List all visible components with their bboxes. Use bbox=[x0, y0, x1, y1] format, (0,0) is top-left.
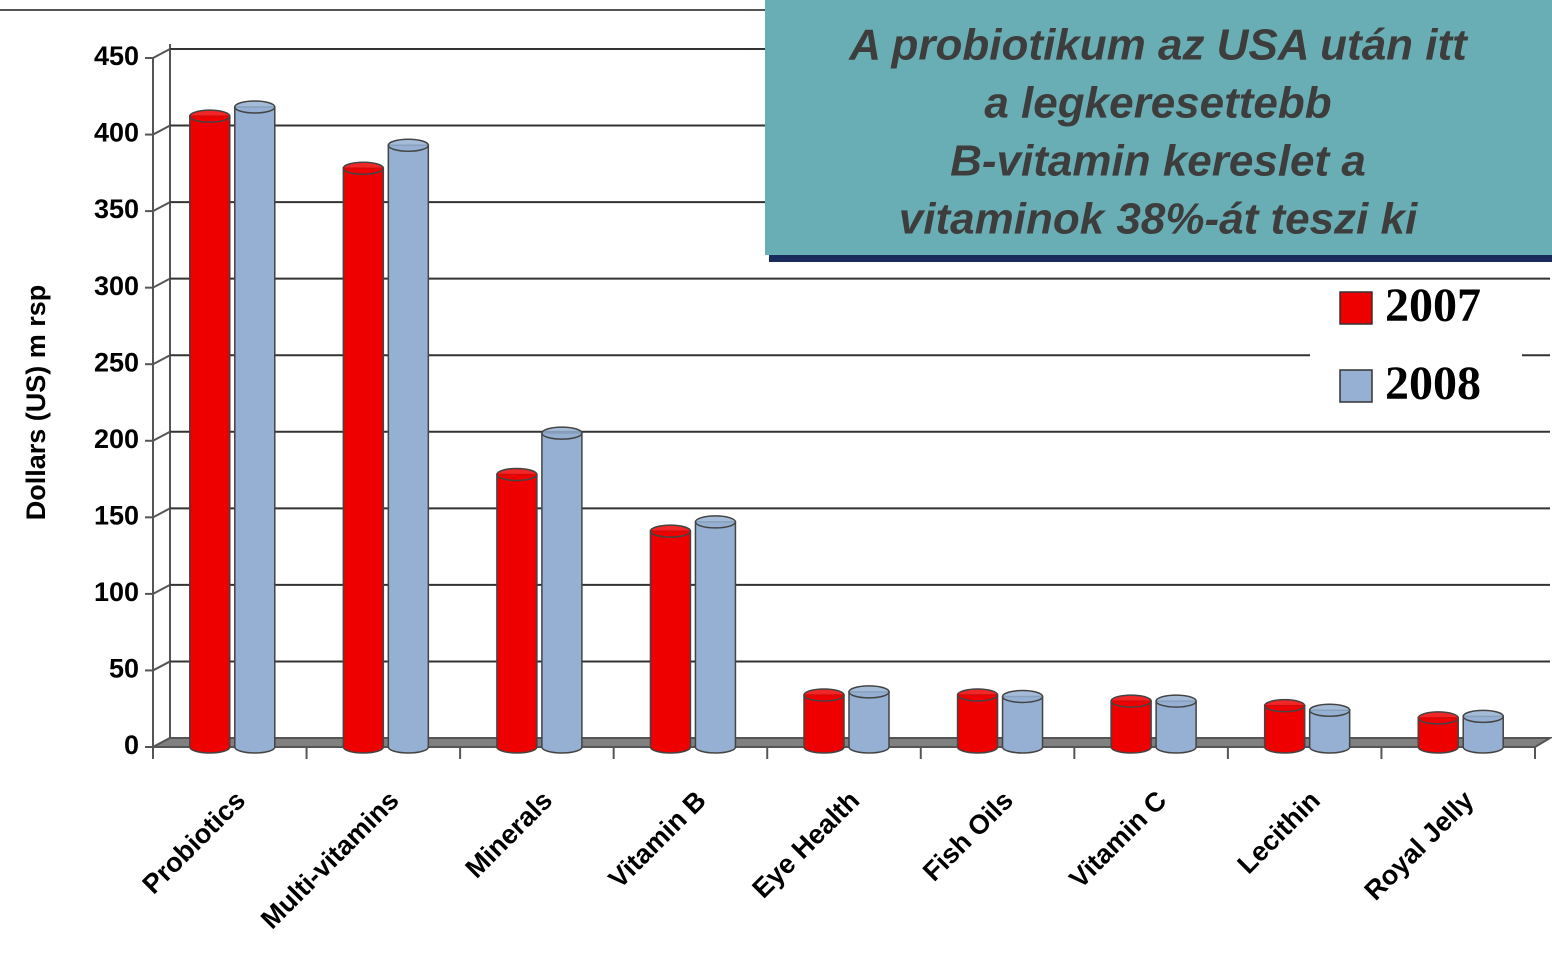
y-tick-diag bbox=[152, 507, 171, 519]
y-tick-label: 200 bbox=[94, 424, 139, 454]
bar-part bbox=[342, 161, 385, 175]
x-tick-label: Lecithin bbox=[1232, 785, 1326, 879]
bar-part bbox=[1417, 711, 1459, 725]
bar-part bbox=[848, 691, 890, 754]
bar-part bbox=[1308, 709, 1351, 754]
bar-part bbox=[1308, 703, 1351, 718]
y-tick-label: 400 bbox=[94, 118, 139, 148]
bar-part bbox=[387, 144, 430, 754]
y-tick-label: 50 bbox=[109, 654, 139, 684]
bar-part bbox=[1155, 694, 1197, 708]
bar bbox=[1110, 694, 1152, 754]
legend-swatch bbox=[1339, 369, 1373, 403]
y-tick-diag bbox=[152, 660, 171, 672]
y-tick-diag bbox=[152, 354, 171, 366]
annotation-box bbox=[765, 0, 1552, 255]
annotation-line: B-vitamin kereslet a bbox=[950, 137, 1366, 186]
y-tick-diag bbox=[152, 124, 171, 136]
bar-part bbox=[1001, 689, 1044, 704]
bar-part bbox=[694, 515, 737, 529]
bar bbox=[1001, 689, 1044, 754]
y-tick-diag bbox=[152, 584, 171, 595]
annotation-line: vitaminok 38%-át teszi ki bbox=[899, 195, 1418, 244]
bar-part bbox=[189, 109, 231, 123]
bar bbox=[1462, 709, 1504, 754]
y-tick-label: 250 bbox=[94, 347, 139, 377]
y-tick-diag bbox=[152, 201, 171, 212]
bar-part bbox=[541, 426, 583, 440]
bar bbox=[234, 100, 276, 754]
bar-part bbox=[649, 524, 692, 538]
bar-part bbox=[496, 473, 538, 754]
bar-part bbox=[1110, 700, 1152, 754]
x-tick-label: Vitamin C bbox=[1063, 785, 1172, 894]
y-tick-label: 100 bbox=[94, 577, 139, 607]
bar bbox=[848, 685, 890, 754]
legend-swatch bbox=[1339, 291, 1373, 325]
y-tick-diag bbox=[152, 430, 171, 442]
bar-part bbox=[956, 688, 999, 702]
bar-part bbox=[803, 688, 845, 702]
bar bbox=[496, 467, 538, 754]
bar-part bbox=[1263, 704, 1306, 754]
bar-part bbox=[803, 694, 845, 754]
bar bbox=[1308, 703, 1351, 754]
bar-part bbox=[541, 432, 583, 754]
y-tick-label: 300 bbox=[94, 271, 139, 301]
bar-part bbox=[848, 685, 890, 699]
bar-part bbox=[496, 467, 538, 482]
bar bbox=[387, 138, 430, 754]
bar bbox=[694, 515, 737, 754]
bar bbox=[189, 109, 231, 754]
bar-part bbox=[649, 530, 692, 754]
y-tick-label: 350 bbox=[94, 194, 139, 224]
bar-part bbox=[1110, 694, 1152, 708]
bar bbox=[1155, 694, 1197, 754]
bar-part bbox=[1263, 698, 1306, 713]
x-tick-label: Eye Health bbox=[746, 785, 865, 904]
bar-part bbox=[956, 694, 999, 754]
bar-part bbox=[1001, 695, 1044, 754]
annotation-line: A probiotikum az USA után itt bbox=[848, 21, 1469, 70]
bar-part bbox=[387, 138, 430, 153]
legend-label: 2007 bbox=[1385, 279, 1481, 332]
bar-part bbox=[1155, 700, 1197, 754]
y-tick-diag bbox=[152, 277, 171, 289]
y-tick-label: 0 bbox=[124, 730, 139, 760]
y-tick-label: 150 bbox=[94, 500, 139, 530]
bar bbox=[1417, 711, 1459, 754]
x-tick-label: Vitamin B bbox=[603, 785, 712, 894]
bar-part bbox=[1462, 715, 1504, 754]
bar bbox=[541, 426, 583, 754]
y-axis-label: Dollars (US) m rsp bbox=[21, 285, 51, 521]
annotation-line: a legkeresettebb bbox=[984, 79, 1331, 128]
bar-part bbox=[234, 106, 276, 754]
bar bbox=[956, 688, 999, 754]
bar-part bbox=[189, 115, 231, 754]
bar-part bbox=[342, 167, 385, 754]
y-tick-label: 450 bbox=[94, 41, 139, 71]
bar-part bbox=[1462, 709, 1504, 724]
bar bbox=[1263, 698, 1306, 754]
bar-part bbox=[234, 100, 276, 114]
x-tick-label: Minerals bbox=[459, 785, 558, 884]
x-tick-label: Fish Oils bbox=[917, 785, 1019, 887]
x-tick-label: Multi-vitamins bbox=[255, 785, 405, 935]
y-tick-diag bbox=[152, 48, 171, 59]
legend-label: 2008 bbox=[1385, 357, 1481, 410]
bar-part bbox=[694, 521, 737, 754]
bar bbox=[649, 524, 692, 754]
bar bbox=[342, 161, 385, 754]
bar-part bbox=[1417, 717, 1459, 754]
x-tick-label: Royal Jelly bbox=[1359, 785, 1480, 906]
bar bbox=[803, 688, 845, 754]
x-tick-label: Probiotics bbox=[136, 785, 251, 900]
